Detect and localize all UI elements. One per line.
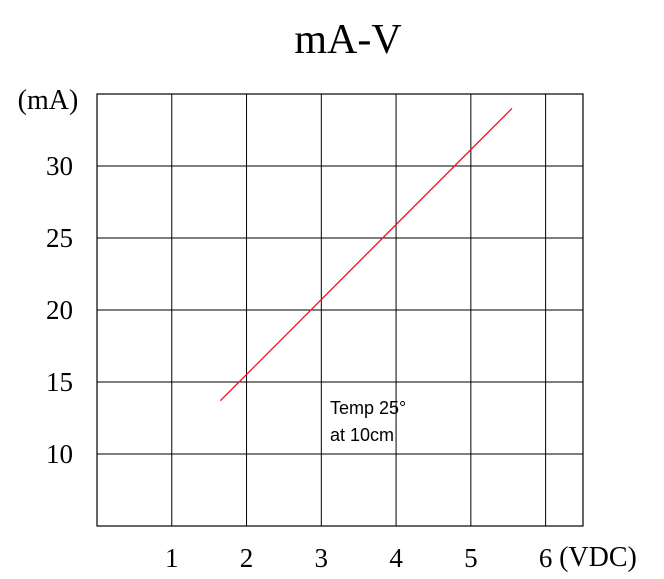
series-layer <box>219 107 513 402</box>
annotation-line-distance: at 10cm <box>330 425 394 445</box>
plot-grid <box>96 93 584 527</box>
x-tick-label: 1 <box>165 543 179 573</box>
chart-title: mA-V <box>294 17 401 63</box>
x-tick-label: 5 <box>464 543 478 573</box>
y-tick-label: 20 <box>46 295 73 325</box>
x-tick-label: 6 <box>539 543 553 573</box>
y-tick-labels: 10 15 20 25 30 <box>46 151 73 469</box>
y-tick-label: 10 <box>46 439 73 469</box>
x-tick-label: 3 <box>315 543 329 573</box>
x-axis-label: (VDC) <box>559 542 637 573</box>
y-axis-label: (mA) <box>18 85 79 116</box>
y-tick-label: 15 <box>46 367 73 397</box>
x-tick-label: 2 <box>240 543 254 573</box>
x-tick-label: 4 <box>389 543 403 573</box>
y-tick-label: 30 <box>46 151 73 181</box>
series-line-0 <box>219 107 513 402</box>
annotation-line-temp: Temp 25° <box>330 398 406 418</box>
y-tick-label: 25 <box>46 223 73 253</box>
x-tick-labels: 1 2 3 4 5 6 <box>165 543 552 573</box>
